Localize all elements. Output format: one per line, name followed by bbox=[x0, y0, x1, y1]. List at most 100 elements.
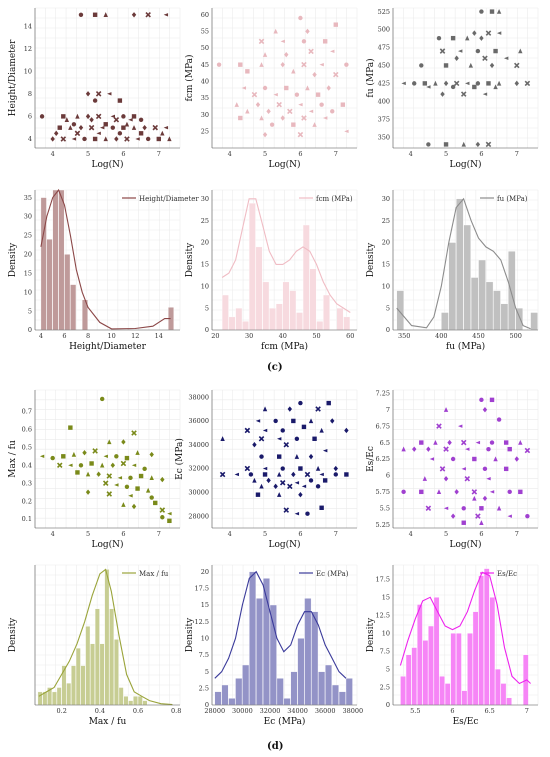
hist-bar-19 bbox=[128, 700, 134, 706]
y-tick-label: 20 bbox=[382, 239, 390, 247]
x-tick-label: 30 bbox=[245, 332, 253, 340]
x-tick-label: 500 bbox=[509, 332, 521, 340]
data-point-0 bbox=[99, 396, 105, 402]
data-point-2 bbox=[496, 8, 502, 14]
y-tick-label: 25 bbox=[201, 217, 209, 225]
hist-bar-17 bbox=[495, 668, 501, 706]
x-tick-label: 0.6 bbox=[133, 707, 143, 715]
y-tick-label: 8 bbox=[28, 90, 32, 98]
data-point-53 bbox=[344, 129, 349, 134]
y-axis-title: fu (MPa) bbox=[365, 58, 376, 97]
hist-bar-13 bbox=[99, 643, 105, 706]
data-point-17 bbox=[276, 437, 282, 441]
x-tick-label: 60 bbox=[346, 332, 354, 340]
hist-bar-0 bbox=[221, 294, 229, 331]
data-point-20 bbox=[291, 68, 296, 74]
data-point-12 bbox=[121, 114, 126, 119]
data-point-20 bbox=[468, 62, 474, 68]
hist-bar-4 bbox=[64, 254, 71, 331]
hist-bar-20 bbox=[133, 696, 138, 706]
y-tick-label: 6.25 bbox=[376, 455, 390, 463]
chart-6: 4 5 6 7 0.1 0.2 0.3 0.4 0.5 0.6 0.7 Log(N) Max / fu bbox=[8, 389, 181, 550]
y-tick-label: 0.7 bbox=[22, 408, 32, 416]
y-axis-title: Density bbox=[8, 242, 18, 277]
data-point-34 bbox=[219, 471, 226, 478]
data-point-43 bbox=[344, 472, 349, 477]
hist-bar-15 bbox=[109, 608, 115, 706]
y-tick-label: 10 bbox=[201, 282, 209, 290]
data-point-1 bbox=[489, 397, 495, 403]
data-point-14 bbox=[135, 450, 140, 455]
data-point-11 bbox=[110, 114, 116, 119]
y-tick-label: 0.2 bbox=[22, 497, 32, 505]
data-point-50 bbox=[312, 122, 317, 127]
data-point-36 bbox=[319, 102, 324, 107]
data-point-25 bbox=[422, 81, 428, 86]
data-point-13 bbox=[238, 62, 243, 67]
data-point-49 bbox=[322, 478, 328, 483]
data-point-59 bbox=[294, 512, 300, 516]
data-point-49 bbox=[167, 518, 172, 524]
data-point-22 bbox=[333, 71, 339, 78]
x-tick-label: 4 bbox=[228, 150, 232, 158]
data-point-45 bbox=[131, 503, 137, 510]
data-point-36 bbox=[450, 84, 456, 90]
data-point-44 bbox=[472, 495, 477, 501]
data-point-18 bbox=[138, 117, 144, 122]
data-point-52 bbox=[297, 131, 304, 138]
data-point-39 bbox=[85, 489, 91, 495]
y-tick-label: 12.5 bbox=[376, 611, 390, 619]
data-point-22 bbox=[120, 460, 127, 467]
hist-bar-7 bbox=[485, 281, 494, 331]
hist-bar-3 bbox=[242, 321, 249, 331]
y-tick-label: 17.5 bbox=[376, 576, 390, 584]
data-point-29 bbox=[262, 466, 268, 471]
data-point-3 bbox=[482, 407, 488, 413]
y-tick-label: 350 bbox=[378, 133, 390, 141]
data-point-42 bbox=[145, 136, 151, 142]
data-point-47 bbox=[443, 506, 449, 510]
data-point-30 bbox=[475, 81, 481, 86]
data-point-28 bbox=[106, 473, 113, 479]
hist-bar-1 bbox=[441, 312, 449, 331]
y-axis-title: Max / fu bbox=[8, 440, 18, 478]
data-point-29 bbox=[273, 92, 278, 97]
data-point-27 bbox=[326, 85, 331, 91]
x-tick-label: 450 bbox=[472, 332, 484, 340]
chart-2: 4 5 6 7 350 375 400 425 450 475 500 525 Log(N) fu (MP… bbox=[365, 7, 539, 170]
data-point-18 bbox=[344, 62, 349, 67]
data-point-2 bbox=[107, 439, 112, 445]
data-point-48 bbox=[308, 478, 314, 483]
y-axis-title: Density bbox=[8, 617, 18, 652]
y-tick-label: 30 bbox=[382, 195, 390, 203]
hist-bar-10 bbox=[283, 698, 291, 706]
x-axis-title: Log(N) bbox=[268, 539, 300, 550]
data-point-6 bbox=[273, 418, 278, 424]
x-tick-label: 4 bbox=[409, 530, 413, 538]
x-tick-label: 10 bbox=[107, 332, 115, 340]
data-point-20 bbox=[401, 446, 406, 452]
y-tick-label: 0 bbox=[386, 326, 390, 334]
hist-bar-5 bbox=[249, 571, 257, 706]
data-point-9 bbox=[479, 35, 484, 41]
y-axis-title: Density bbox=[185, 617, 195, 652]
data-point-7 bbox=[61, 454, 66, 459]
data-point-4 bbox=[315, 406, 321, 412]
data-point-14 bbox=[319, 427, 324, 433]
panel-label-c: (c) bbox=[267, 362, 283, 373]
x-tick-label: 5 bbox=[263, 530, 267, 538]
y-tick-label: 2.5 bbox=[380, 683, 390, 691]
y-axis-title: Density bbox=[185, 242, 195, 277]
hist-bar-1 bbox=[228, 316, 236, 331]
data-point-3 bbox=[305, 28, 310, 35]
data-point-26 bbox=[85, 471, 91, 477]
data-point-45 bbox=[280, 115, 285, 121]
data-point-33 bbox=[50, 136, 55, 142]
hist-bar-16 bbox=[113, 639, 119, 706]
data-point-20 bbox=[68, 125, 73, 130]
data-point-36 bbox=[248, 472, 254, 477]
data-point-43 bbox=[156, 136, 161, 142]
data-point-2 bbox=[443, 407, 449, 412]
hist-bar-18 bbox=[123, 696, 129, 706]
x-tick-label: 14 bbox=[155, 332, 163, 340]
